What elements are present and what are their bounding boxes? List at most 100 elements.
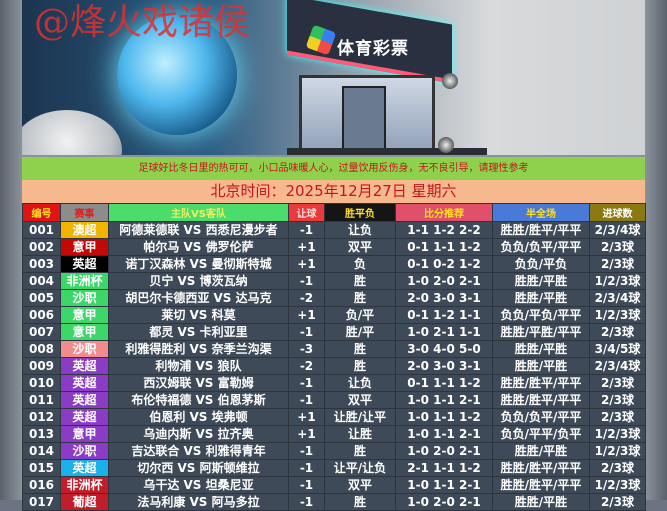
cell-goals: 2/3球: [589, 255, 646, 273]
cell-number: 010: [22, 374, 61, 392]
cell-half-full: 胜胜/平胜: [492, 493, 590, 511]
cell-half-full: 胜胜/胜平/平平: [492, 221, 590, 239]
cell-match: 诺丁汉森林 VS 曼彻斯特城: [108, 255, 289, 273]
cell-result: 让负: [324, 221, 396, 239]
cell-handicap: -1: [288, 442, 325, 460]
cell-half-full: 负负/平平/负平: [492, 425, 590, 443]
column-header-handicap: 让球: [288, 203, 325, 222]
cell-goals: 2/3球: [589, 408, 646, 426]
store-sign-text: 体育彩票: [337, 39, 409, 59]
cell-result: 胜/平: [324, 323, 396, 341]
cell-league: 沙职: [60, 340, 109, 358]
cell-result: 双平: [324, 476, 396, 494]
cell-half-full: 胜胜/胜平/平平: [492, 476, 590, 494]
cell-match: 西汉姆联 VS 富勒姆: [108, 374, 289, 392]
cell-match: 乌迪内斯 VS 拉齐奥: [108, 425, 289, 443]
cell-score: 0-1 0-2 1-2: [395, 255, 493, 273]
table-row: 012 英超 伯恩利 VS 埃弗顿 +1 让胜/让平 1-0 1-1 1-2 负负/负平/平…: [22, 408, 646, 426]
cell-league: 葡超: [60, 493, 109, 511]
cell-league: 非洲杯: [60, 272, 109, 290]
cell-handicap: -3: [288, 340, 325, 358]
cell-handicap: -1: [288, 459, 325, 477]
column-header-number: 编号: [22, 203, 61, 222]
store-steps: [287, 148, 487, 155]
cell-score: 1-0 1-1 2-1: [395, 425, 493, 443]
table-row: 015 英超 切尔西 VS 阿斯顿维拉 -1 让平/让负 2-1 1-1 1-2 胜胜/胜平…: [22, 459, 646, 477]
cell-result: 胜: [324, 340, 396, 358]
cell-goals: 2/3球: [589, 238, 646, 256]
table-row: 007 意甲 都灵 VS 卡利亚里 -1 胜/平 1-0 2-1 1-1 胜胜/平胜/平平 2…: [22, 323, 646, 341]
table-row: 013 意甲 乌迪内斯 VS 拉齐奥 +1 让胜 1-0 1-1 2-1 负负/平平/负平 1…: [22, 425, 646, 443]
cell-match: 法马利康 VS 阿马多拉: [108, 493, 289, 511]
cell-number: 015: [22, 459, 61, 477]
cell-half-full: 胜胜/平胜: [492, 289, 590, 307]
table-row: 014 沙职 吉达联合 VS 利雅得青年 -1 胜 1-0 2-0 2-1 胜胜/平胜 1/2…: [22, 442, 646, 460]
cell-half-full: 胜胜/平胜: [492, 272, 590, 290]
cell-league: 沙职: [60, 442, 109, 460]
cell-league: 英超: [60, 408, 109, 426]
table-row: 005 沙职 胡巴尔卡德西亚 VS 达马克 -2 胜 2-0 3-0 3-1 胜胜/平胜 2/…: [22, 289, 646, 307]
cell-score: 0-1 1-1 1-2: [395, 374, 493, 392]
cell-league: 意甲: [60, 306, 109, 324]
cell-half-full: 胜胜/胜平/平平: [492, 391, 590, 409]
cell-half-full: 负负/平负: [492, 255, 590, 273]
table-header: 编号 赛事 主队VS客队 让球 胜平负 比分推荐 半全场 进球数: [22, 203, 646, 222]
cell-half-full: 胜胜/平胜: [492, 357, 590, 375]
cell-half-full: 负负/负平/平平: [492, 408, 590, 426]
cell-league: 意甲: [60, 323, 109, 341]
table-row: 016 非洲杯 乌干达 VS 坦桑尼亚 -1 双平 1-0 1-1 2-1 胜胜/胜平/平平…: [22, 476, 646, 494]
table-row: 001 澳超 阿德莱德联 VS 西悉尼漫步者 -1 让负 1-1 1-2 2-2 胜胜/胜平…: [22, 221, 646, 239]
cell-handicap: +1: [288, 306, 325, 324]
cell-number: 017: [22, 493, 61, 511]
cell-result: 让平/让负: [324, 459, 396, 477]
cell-handicap: +1: [288, 425, 325, 443]
cell-score: 1-0 2-1 1-1: [395, 323, 493, 341]
match-table: 编号 赛事 主队VS客队 让球 胜平负 比分推荐 半全场 进球数 001 澳超 阿德莱德联 VS …: [22, 203, 646, 511]
cell-score: 2-1 1-1 1-2: [395, 459, 493, 477]
column-header-league: 赛事: [60, 203, 109, 222]
column-header-result: 胜平负: [324, 203, 396, 222]
cell-handicap: -1: [288, 391, 325, 409]
cell-result: 让胜: [324, 425, 396, 443]
cell-result: 负/平: [324, 306, 396, 324]
column-header-match: 主队VS客队: [108, 203, 289, 222]
cell-half-full: 胜胜/平胜: [492, 442, 590, 460]
cell-league: 非洲杯: [60, 476, 109, 494]
cell-handicap: +1: [288, 408, 325, 426]
cell-handicap: +1: [288, 238, 325, 256]
cell-match: 贝宁 VS 博茨瓦纳: [108, 272, 289, 290]
cell-result: 胜: [324, 289, 396, 307]
cell-handicap: -1: [288, 323, 325, 341]
cell-handicap: -1: [288, 272, 325, 290]
table-row: 009 英超 利物浦 VS 狼队 -2 胜 2-0 3-0 3-1 胜胜/平胜 2/3/4球: [22, 357, 646, 375]
cell-match: 切尔西 VS 阿斯顿维拉: [108, 459, 289, 477]
date-line: 北京时间：2025年12月27日 星期六: [22, 180, 645, 203]
cell-score: 1-0 1-1 2-1: [395, 391, 493, 409]
cell-half-full: 负负/平负/平平: [492, 306, 590, 324]
cell-goals: 1/2/3球: [589, 306, 646, 324]
cell-league: 英超: [60, 459, 109, 477]
cell-goals: 2/3/4球: [589, 221, 646, 239]
store-door: [342, 86, 386, 154]
cell-league: 意甲: [60, 238, 109, 256]
cell-number: 005: [22, 289, 61, 307]
cell-match: 帕尔马 VS 佛罗伦萨: [108, 238, 289, 256]
cell-number: 013: [22, 425, 61, 443]
cell-league: 澳超: [60, 221, 109, 239]
small-football-icon: [438, 137, 454, 153]
cell-match: 莱切 VS 科莫: [108, 306, 289, 324]
cell-result: 让负: [324, 374, 396, 392]
column-header-goals: 进球数: [589, 203, 646, 222]
cell-score: 0-1 1-1 1-2: [395, 238, 493, 256]
cell-goals: 1/2/3球: [589, 476, 646, 494]
small-football-icon: [442, 73, 458, 89]
cell-result: 胜: [324, 493, 396, 511]
cell-goals: 2/3球: [589, 391, 646, 409]
cell-result: 让胜/让平: [324, 408, 396, 426]
cell-league: 英超: [60, 357, 109, 375]
cell-match: 乌干达 VS 坦桑尼亚: [108, 476, 289, 494]
cell-league: 沙职: [60, 289, 109, 307]
column-header-score: 比分推荐: [395, 203, 493, 222]
cell-goals: 3/4/5球: [589, 340, 646, 358]
cell-result: 双平: [324, 238, 396, 256]
